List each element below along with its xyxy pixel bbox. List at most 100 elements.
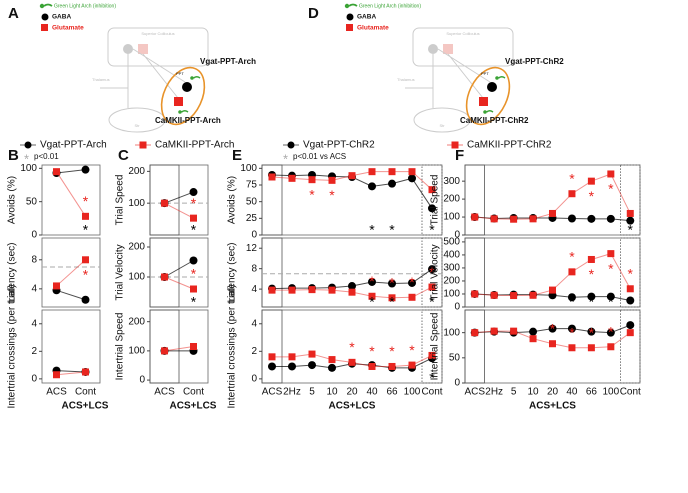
gaba-icon <box>41 13 49 21</box>
sig-star: * <box>589 188 595 204</box>
data-point <box>606 328 615 337</box>
data-point <box>626 329 634 337</box>
x-tick-label: Cont <box>620 387 641 398</box>
sig-star: * <box>191 195 197 211</box>
y-tick-label: 400 <box>443 250 460 261</box>
sig-star: * <box>569 249 575 265</box>
data-point <box>568 190 576 198</box>
sig-star: * <box>349 339 355 355</box>
x-tick-label: 2Hz <box>485 387 503 398</box>
data-point <box>428 186 436 194</box>
glutamate-label: Glutamate <box>52 25 84 32</box>
data-point <box>268 353 276 361</box>
series-line <box>56 259 86 287</box>
y-axis-label: Intertrial Speed <box>430 313 441 381</box>
y-tick-label: 200 <box>443 276 460 287</box>
sig-star: * <box>83 294 89 310</box>
y-axis-label: Intertrial Speed <box>115 313 126 381</box>
data-point <box>388 179 396 188</box>
data-point <box>606 292 615 301</box>
ppt-region <box>160 66 206 126</box>
y-tick-label: 0 <box>454 302 460 313</box>
data-point <box>161 199 168 207</box>
x-tick-label: 40 <box>566 387 578 398</box>
light-icon <box>344 3 350 9</box>
sig-star: * <box>409 342 415 358</box>
data-point <box>288 286 296 294</box>
data-point <box>567 324 576 333</box>
data-point <box>388 362 396 370</box>
y-tick-label: 100 <box>443 327 460 338</box>
data-point <box>510 215 518 223</box>
panel-letter: D <box>308 5 319 22</box>
x-tick-label: ACS <box>262 387 283 398</box>
data-point <box>529 291 537 299</box>
data-point <box>408 361 416 369</box>
sc-cell <box>443 44 453 54</box>
sig-star: * <box>429 370 435 386</box>
sig-star: * <box>191 266 197 282</box>
acs-box <box>149 309 180 384</box>
light-icon <box>43 3 53 7</box>
data-point <box>388 279 396 288</box>
data-point <box>567 214 576 223</box>
sc-label: Superior Colliculus <box>141 31 174 36</box>
data-point <box>587 327 596 336</box>
plot-frame <box>41 164 101 236</box>
data-point <box>549 286 556 294</box>
data-point <box>190 285 197 293</box>
sig-star: * <box>389 343 395 359</box>
series-line <box>164 260 194 278</box>
sc-box <box>412 27 514 67</box>
data-point <box>568 268 576 276</box>
data-point <box>408 168 416 176</box>
sig-star: * <box>589 294 595 310</box>
legend-label: CaMKII-PPT-Arch <box>155 140 234 151</box>
data-point <box>161 347 168 355</box>
series-line <box>164 346 194 352</box>
data-point <box>348 358 356 366</box>
sig-star: * <box>608 294 614 310</box>
y-tick-label: 200 <box>128 166 145 177</box>
str-label: Str <box>439 123 445 128</box>
acs-box <box>261 309 283 384</box>
data-point <box>328 356 336 364</box>
y-tick-label: 0 <box>454 230 460 241</box>
x-tick-label: 5 <box>309 387 315 398</box>
acs-box <box>149 237 180 308</box>
top-label: Vgat-PPT-ChR2 <box>505 57 564 66</box>
acs-box <box>464 309 485 384</box>
data-point <box>328 286 336 294</box>
y-tick-label: 100 <box>20 163 37 174</box>
sc-cell <box>138 44 148 54</box>
gaba-cell <box>182 82 192 92</box>
panel-letter: B <box>8 147 19 164</box>
data-point <box>81 165 90 174</box>
panel-letter: F <box>455 147 464 164</box>
legend-marker <box>24 141 32 149</box>
y-axis-label: Intertrial crossings (per trial) <box>227 285 238 409</box>
data-point <box>189 256 198 265</box>
data-point <box>626 321 635 330</box>
y-tick-label: 4 <box>251 284 257 295</box>
data-point <box>549 340 556 348</box>
data-point <box>348 288 356 296</box>
series-line <box>164 202 194 219</box>
sig-star: * <box>429 264 435 280</box>
data-point <box>510 292 518 300</box>
y-tick-label: 2 <box>31 346 37 357</box>
x-tick-label: ACS <box>464 387 485 398</box>
light-icon <box>178 110 182 114</box>
sig-star: * <box>329 187 335 203</box>
data-point <box>548 324 557 333</box>
sig-star: * <box>550 320 556 336</box>
bottom-label: CaMKII-PPT-Arch <box>155 116 221 125</box>
data-point <box>288 353 296 361</box>
data-point <box>368 362 376 370</box>
sig-star: * <box>628 265 634 281</box>
sig-star: * <box>628 294 634 310</box>
data-point <box>189 188 198 197</box>
sig-star: * <box>191 294 197 310</box>
data-point <box>567 293 576 302</box>
